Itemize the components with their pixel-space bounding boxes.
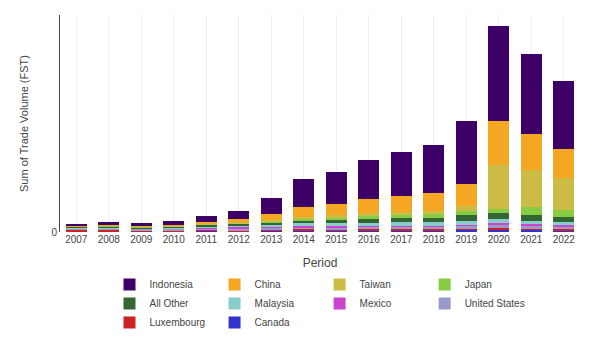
svg-text:Japan: Japan: [465, 279, 492, 290]
svg-text:Canada: Canada: [255, 317, 290, 328]
svg-text:2011: 2011: [195, 234, 217, 245]
svg-text:Luxembourg: Luxembourg: [150, 317, 206, 328]
svg-text:China: China: [255, 279, 282, 290]
svg-text:2021: 2021: [520, 234, 543, 245]
svg-text:United States: United States: [465, 298, 525, 309]
svg-text:0: 0: [51, 227, 57, 238]
svg-text:2020: 2020: [488, 234, 511, 245]
svg-text:2016: 2016: [358, 234, 381, 245]
svg-text:2017: 2017: [390, 234, 413, 245]
svg-text:2012: 2012: [228, 234, 251, 245]
svg-text:Indonesia: Indonesia: [150, 279, 194, 290]
svg-text:2008: 2008: [98, 234, 121, 245]
svg-text:2022: 2022: [553, 234, 576, 245]
svg-text:2009: 2009: [130, 234, 153, 245]
svg-text:2013: 2013: [260, 234, 283, 245]
svg-text:2014: 2014: [293, 234, 316, 245]
svg-text:Sum of Trade Volume (FST): Sum of Trade Volume (FST): [18, 55, 30, 192]
svg-text:Mexico: Mexico: [360, 298, 392, 309]
svg-text:2019: 2019: [455, 234, 478, 245]
svg-text:2015: 2015: [325, 234, 348, 245]
svg-text:2018: 2018: [423, 234, 446, 245]
svg-text:2010: 2010: [163, 234, 186, 245]
svg-text:Period: Period: [303, 256, 338, 270]
svg-text:Taiwan: Taiwan: [360, 279, 391, 290]
svg-text:2007: 2007: [65, 234, 88, 245]
svg-text:Malaysia: Malaysia: [255, 298, 295, 309]
svg-text:All Other: All Other: [150, 298, 190, 309]
